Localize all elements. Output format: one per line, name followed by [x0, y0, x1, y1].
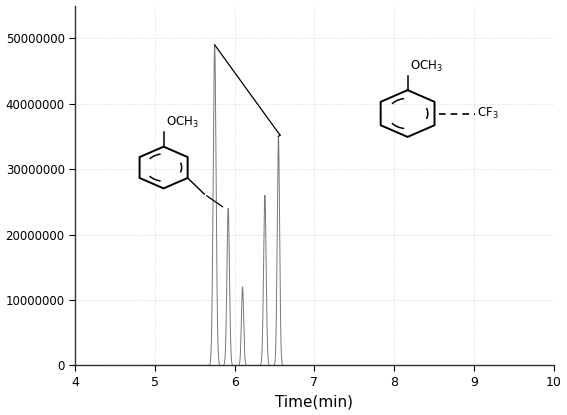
X-axis label: Time(min): Time(min)	[276, 394, 353, 410]
Text: OCH$_3$: OCH$_3$	[410, 59, 443, 74]
Text: CF$_3$: CF$_3$	[477, 106, 498, 121]
Text: OCH$_3$: OCH$_3$	[166, 115, 199, 130]
